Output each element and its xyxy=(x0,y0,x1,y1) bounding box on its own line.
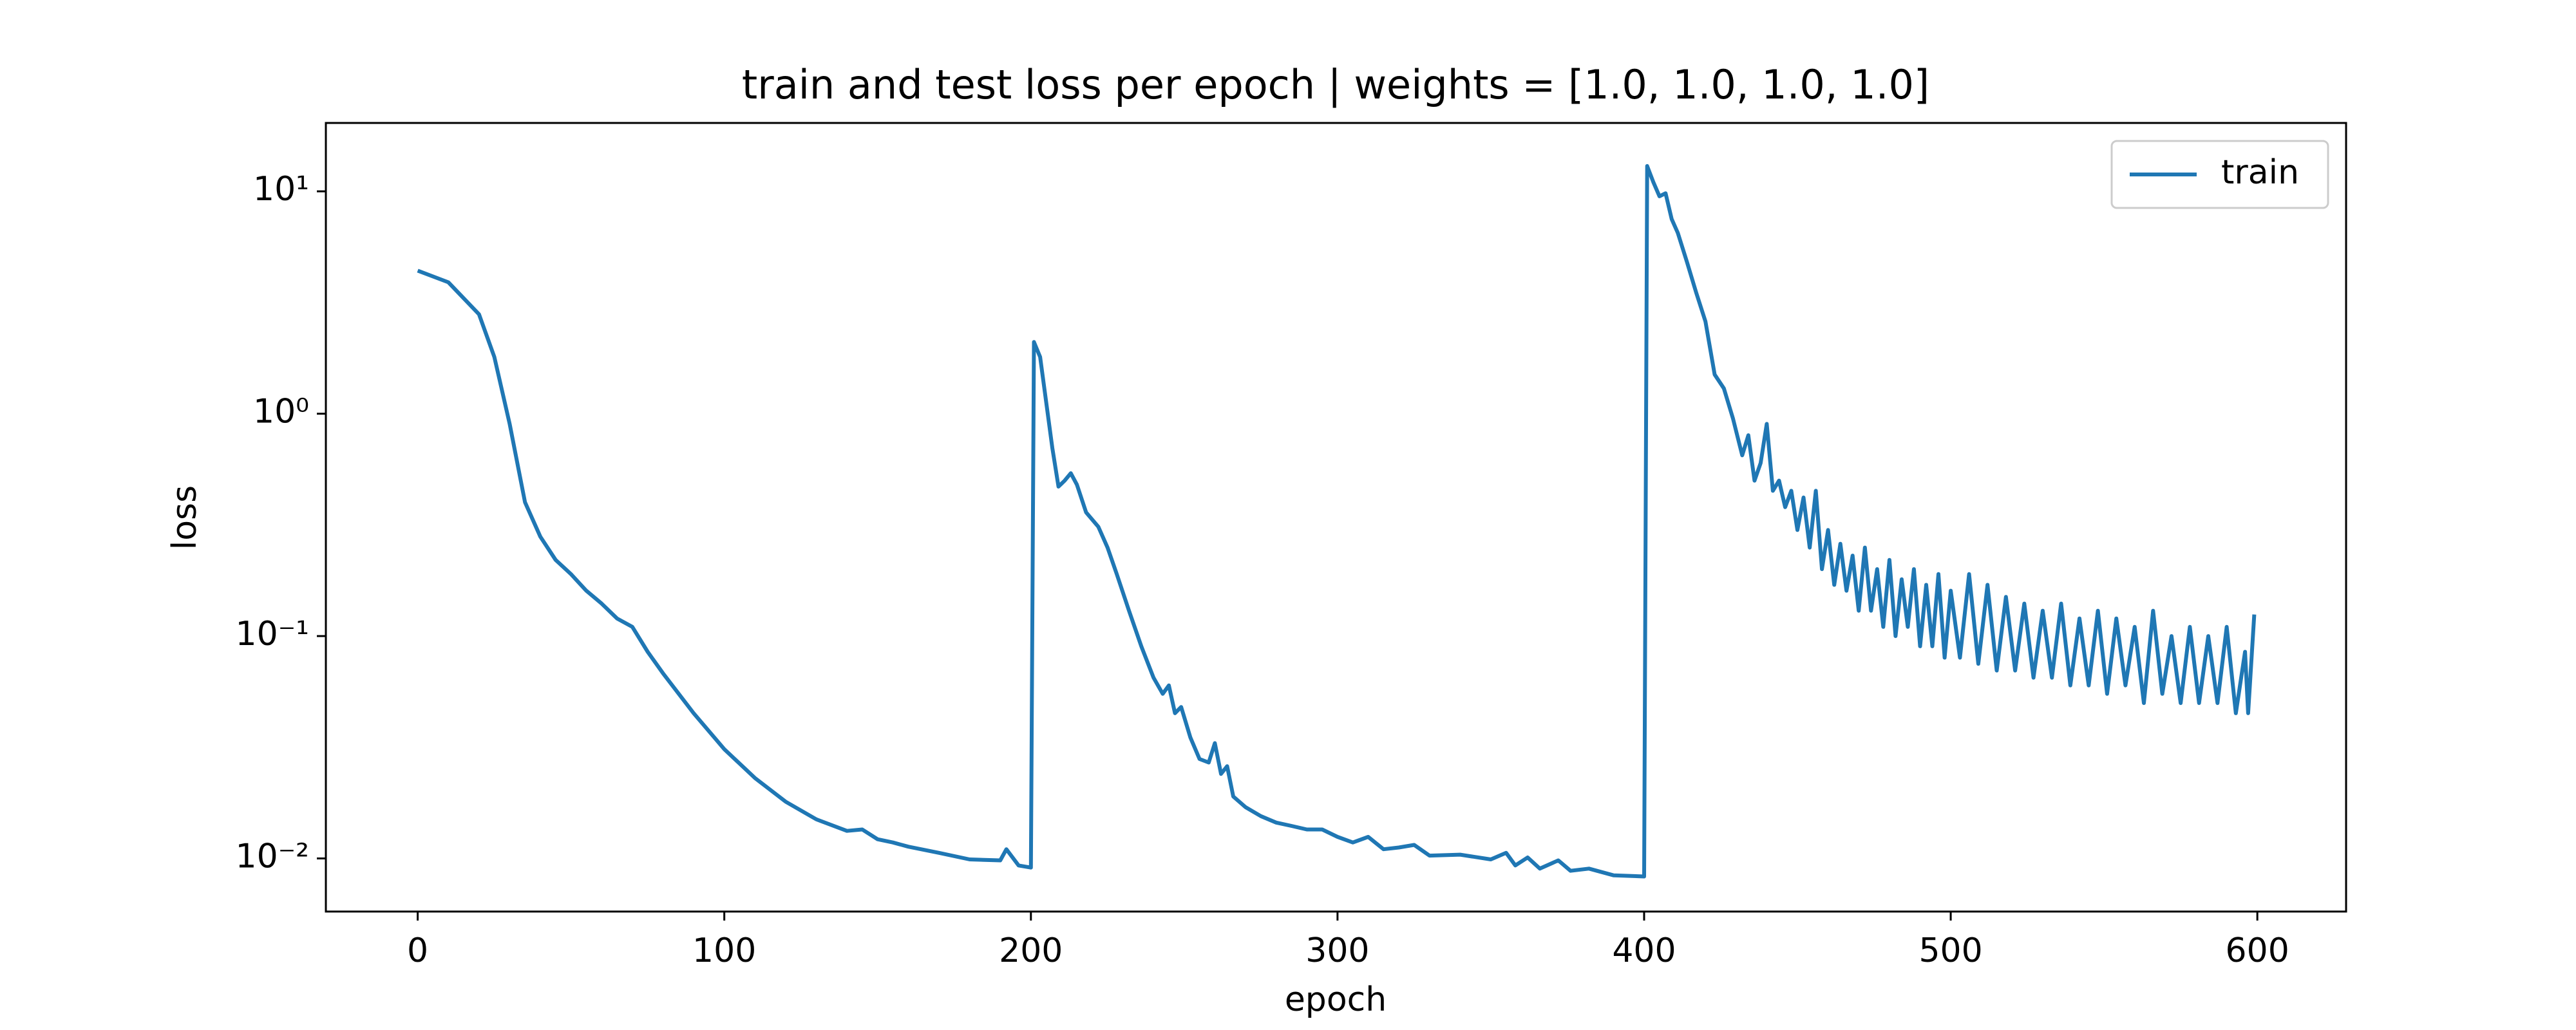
y-tick-label: 10⁻¹ xyxy=(236,615,309,653)
x-tick-label: 500 xyxy=(1918,932,1982,970)
x-tick-label: 400 xyxy=(1612,932,1676,970)
legend-box xyxy=(2110,140,2329,209)
x-tick-label: 600 xyxy=(2226,932,2289,970)
x-tick-label: 300 xyxy=(1305,932,1369,970)
y-tick-label: 10⁰ xyxy=(253,393,309,431)
line xyxy=(417,164,2257,879)
chart-title: train and test loss per epoch | weights … xyxy=(742,61,1929,109)
legend-label: train xyxy=(2221,153,2299,192)
x-axis-label: epoch xyxy=(1285,980,1387,1019)
x-tick-label: 200 xyxy=(999,932,1063,970)
y-axis-label: loss xyxy=(166,485,204,550)
y-tick-label: 10¹ xyxy=(253,170,309,209)
y-tick-label: 10⁻² xyxy=(236,838,309,876)
x-tick-label: 0 xyxy=(407,932,428,970)
x-tick-label: 100 xyxy=(692,932,756,970)
axes-frame xyxy=(325,122,2347,913)
